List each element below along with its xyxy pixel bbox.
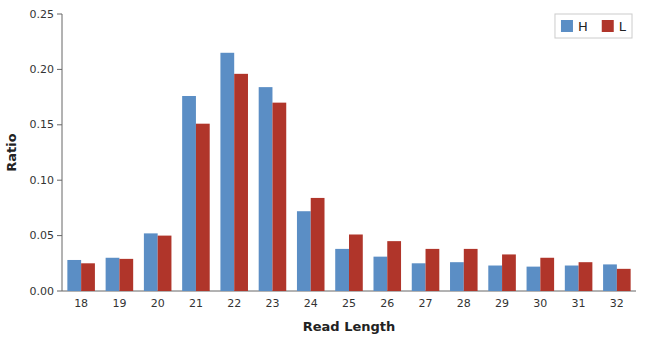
y-axis-line (62, 14, 63, 291)
y-tick-label: 0.25 (30, 8, 55, 21)
y-axis-title: Ratio (4, 133, 19, 171)
bar (565, 266, 579, 291)
x-tick-label: 31 (572, 297, 586, 310)
bar (527, 267, 541, 291)
y-tick (57, 291, 62, 292)
y-tick (57, 124, 62, 125)
bar (144, 233, 158, 291)
x-tick-label: 23 (265, 297, 279, 310)
x-tick-label: 22 (227, 297, 241, 310)
bar (106, 258, 120, 291)
bar (540, 258, 554, 291)
chart: 0.00 0.05 0.10 0.15 0.20 0.25 18 19 20 21 22 23 24 25… (0, 0, 650, 341)
axes: 0.00 0.05 0.10 0.15 0.20 0.25 18 19 20 21 22 23 24 25… (30, 8, 637, 311)
x-tick-label: 18 (74, 297, 88, 310)
x-tick-label: 21 (189, 297, 203, 310)
x-axis-title: Read Length (303, 319, 396, 334)
y-tick (57, 14, 62, 15)
y-tick (57, 235, 62, 236)
legend: HL (555, 14, 632, 38)
bar (450, 262, 464, 291)
bar (349, 234, 363, 291)
bar (412, 263, 426, 291)
x-tick-label: 30 (533, 297, 547, 310)
legend-label: L (619, 19, 627, 34)
bar (579, 262, 593, 291)
legend-label: H (578, 19, 588, 34)
x-tick-label: 25 (342, 297, 356, 310)
y-tick-label: 0.20 (30, 63, 55, 76)
bar (220, 53, 234, 291)
bar (387, 241, 401, 291)
legend-swatch (561, 20, 573, 32)
bar (488, 266, 502, 291)
bar (272, 103, 286, 291)
x-tick-label: 29 (495, 297, 509, 310)
y-tick (57, 69, 62, 70)
bar (464, 249, 478, 291)
bar (502, 254, 516, 291)
x-tick-label: 19 (112, 297, 126, 310)
legend-frame (555, 14, 632, 38)
bar (182, 96, 196, 291)
x-tick-label: 28 (457, 297, 471, 310)
bar (617, 269, 631, 291)
bar (81, 263, 95, 291)
bars (67, 53, 630, 291)
y-tick-label: 0.10 (30, 174, 55, 187)
bar (259, 87, 273, 291)
bar (158, 236, 172, 291)
bar (67, 260, 81, 291)
y-tick-label: 0.00 (30, 285, 55, 298)
bar (335, 249, 349, 291)
x-tick-label: 20 (151, 297, 165, 310)
x-tick-label: 24 (304, 297, 318, 310)
chart-container: 0.00 0.05 0.10 0.15 0.20 0.25 18 19 20 21 22 23 24 25… (0, 0, 650, 341)
legend-swatch (602, 20, 614, 32)
bar (196, 124, 210, 291)
y-tick-label: 0.15 (30, 118, 55, 131)
bar (234, 74, 248, 291)
bar (311, 198, 325, 291)
y-tick (57, 180, 62, 181)
x-tick-label: 27 (419, 297, 433, 310)
x-tick-label: 26 (380, 297, 394, 310)
bar (373, 257, 387, 291)
x-tick-label: 32 (610, 297, 624, 310)
bar (426, 249, 440, 291)
bar (297, 211, 311, 291)
bar (603, 264, 617, 291)
y-tick-label: 0.05 (30, 229, 55, 242)
bar (119, 259, 133, 291)
